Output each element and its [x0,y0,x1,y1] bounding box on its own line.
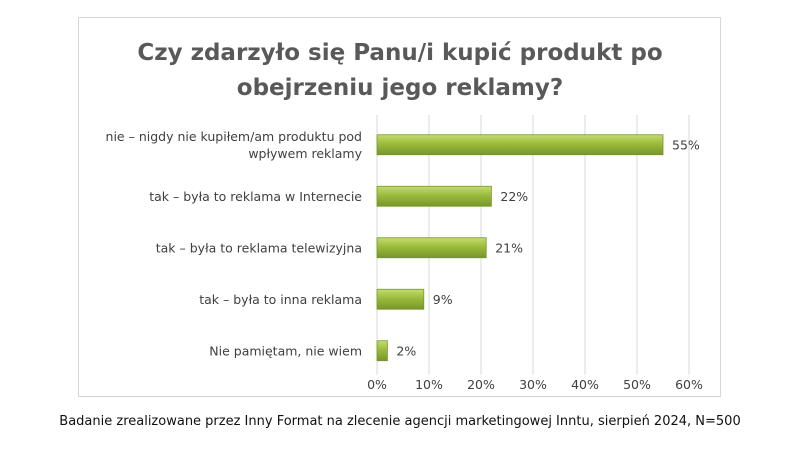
bar [376,288,425,310]
x-tick-label: 20% [467,377,495,392]
chart-title: Czy zdarzyło się Panu/i kupić produkt po… [137,40,662,101]
data-label: 55% [672,137,700,152]
x-tick-label: 10% [415,377,443,392]
bar [376,134,664,156]
x-tick-label: 0% [367,377,387,392]
data-label: 22% [500,189,528,204]
category-label: tak – była to reklama w Internecie [149,189,362,204]
bar [376,340,388,362]
x-tick-label: 50% [623,377,651,392]
category-labels: nie – nigdy nie kupiłem/am produktu pod w… [106,129,363,359]
bars: 55% 22% 21% 9% 2% [376,134,700,362]
chart-title-line: obejrzeniu jego reklamy? [237,75,563,101]
x-axis-ticks: 0% 10% 20% 30% 40% 50% 60% [367,377,703,392]
category-label: wpływem reklamy [248,146,362,161]
data-label: 9% [433,292,453,307]
category-label: nie – nigdy nie kupiłem/am produktu pod [106,129,362,144]
chart-frame: 55% 22% 21% 9% 2% nie – nigdy nie kupiłem/am… [78,17,721,397]
bar [376,237,487,259]
x-tick-label: 30% [519,377,547,392]
data-label: 2% [396,343,416,358]
category-label: tak – była to inna reklama [199,292,362,307]
category-label: Nie pamiętam, nie wiem [209,343,362,358]
bar-chart: 55% 22% 21% 9% 2% nie – nigdy nie kupiłem/am… [106,40,703,392]
bar [376,185,492,207]
x-tick-label: 40% [571,377,599,392]
x-tick-label: 60% [675,377,703,392]
chart-title-line: Czy zdarzyło się Panu/i kupić produkt po [137,40,662,66]
survey-footnote: Badanie zrealizowane przez Inny Format n… [59,414,741,429]
data-label: 21% [495,240,523,255]
category-label: tak – była to reklama telewizyjna [156,240,362,255]
